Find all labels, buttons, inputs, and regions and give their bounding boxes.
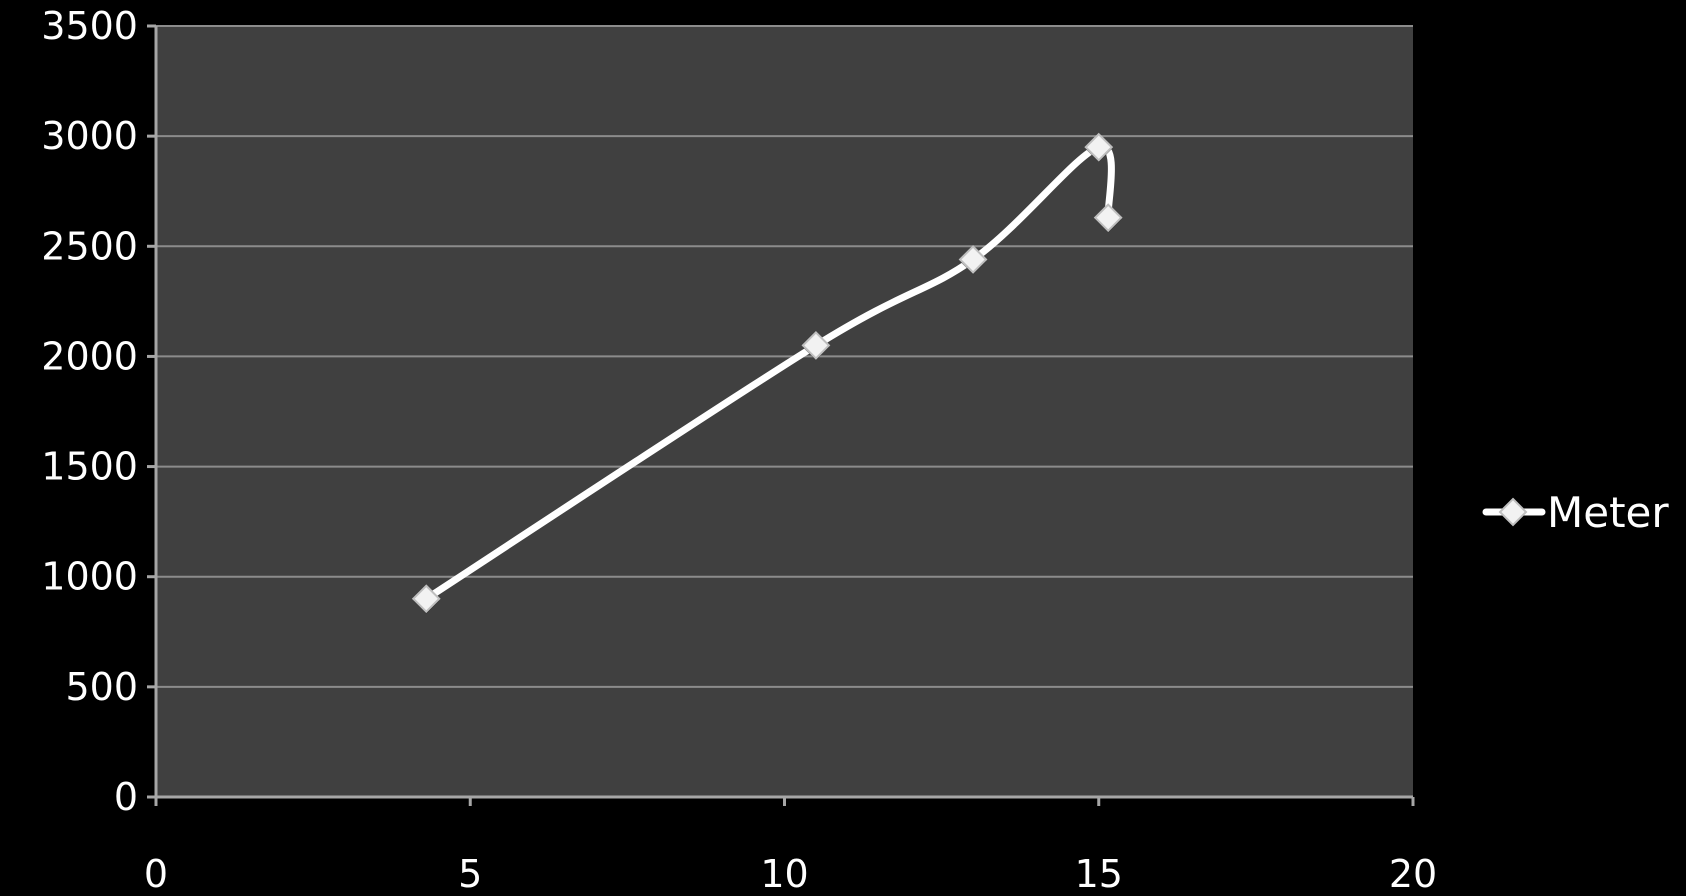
x-tick-label: 0	[144, 852, 168, 896]
data-point	[1084, 132, 1114, 162]
grid-lines	[156, 25, 1413, 688]
data-point	[411, 584, 441, 614]
y-tick-label: 3500	[41, 4, 138, 48]
y-tick-label: 500	[65, 665, 138, 709]
data-point	[958, 245, 988, 274]
axes	[147, 24, 1415, 806]
legend-marker-meter	[1498, 497, 1528, 527]
series-layer	[411, 132, 1123, 614]
legend-label-meter: Meter	[1547, 488, 1669, 537]
plot-area	[156, 26, 1413, 797]
y-tick-label: 3000	[41, 114, 138, 158]
legend: Meter	[1482, 488, 1669, 537]
x-tick-label: 15	[1075, 852, 1123, 896]
x-tick-label: 10	[760, 852, 808, 896]
y-tick-label: 2000	[41, 334, 138, 378]
tick-labels: 0 500 1000 1500 2000 2500 3000 3500 0 5 10 15 20	[41, 4, 1437, 896]
y-tick-label: 0	[114, 775, 138, 819]
y-tick-label: 1500	[41, 445, 138, 489]
data-point	[1093, 203, 1123, 233]
x-tick-label: 20	[1389, 852, 1437, 896]
x-tick-label: 5	[458, 852, 482, 896]
y-tick-label: 2500	[41, 224, 138, 268]
y-tick-label: 1000	[41, 555, 138, 599]
data-point	[801, 330, 831, 360]
